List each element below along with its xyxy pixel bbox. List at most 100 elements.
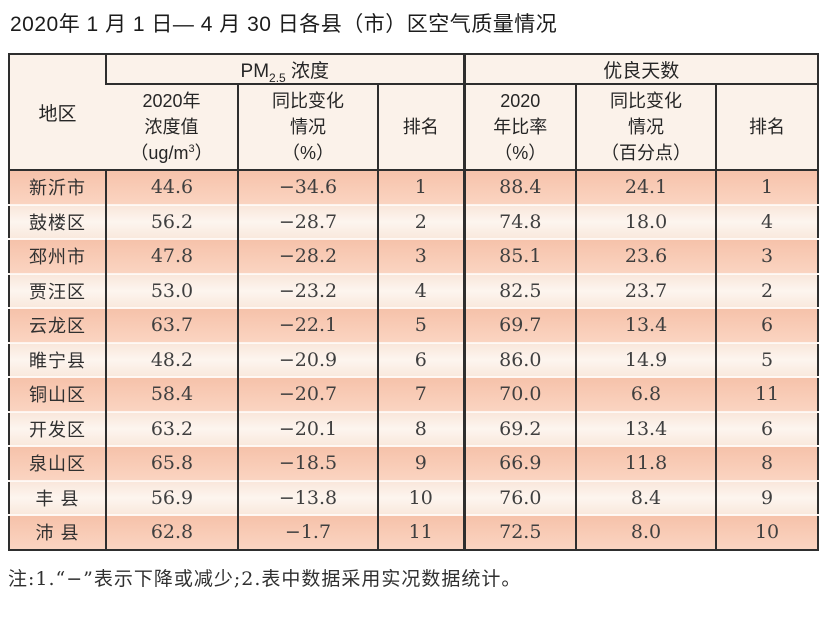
header-pm-value-unit: （ug/m3） <box>106 140 237 166</box>
pm-change-cell: −28.7 <box>237 204 378 239</box>
header-good-days-rank: 排名 <box>715 84 819 171</box>
region-cell: 铜山区 <box>9 377 106 412</box>
header-ratio-change-line1: 同比变化 <box>610 91 683 111</box>
air-quality-table: 地区 PM2.5 浓度 优良天数 2020年 浓度值 （ug/m3） 同比变化 … <box>8 53 820 551</box>
pm25-label-prefix: PM <box>240 60 270 82</box>
table-row: 泉山区 65.8 −18.5 9 66.9 11.8 8 <box>9 446 819 481</box>
pm-rank-cell: 10 <box>376 480 465 515</box>
pm-rank-cell: 5 <box>376 308 465 343</box>
pm-change-cell: −20.9 <box>237 342 378 377</box>
good-days-change-cell: 13.4 <box>575 308 717 343</box>
good-days-rank-cell: 6 <box>715 411 819 446</box>
pm-rank-cell: 2 <box>376 204 465 239</box>
header-ratio-line2: 年比率 <box>493 117 548 137</box>
pm-change-cell: −13.8 <box>237 480 378 515</box>
table-row: 邳州市 47.8 −28.2 3 85.1 23.6 3 <box>9 239 819 274</box>
good-days-rank-cell: 3 <box>715 239 819 274</box>
table-row: 铜山区 58.4 −20.7 7 70.0 6.8 11 <box>9 377 819 412</box>
pm-value-cell: 58.4 <box>105 377 238 412</box>
pm-value-cell: 48.2 <box>105 342 238 377</box>
pm-value-cell: 47.8 <box>105 239 238 274</box>
header-pm-unit-prefix: （ug/m <box>130 143 189 163</box>
good-days-ratio-cell: 86.0 <box>462 342 577 377</box>
good-days-rank-cell: 5 <box>715 342 819 377</box>
pm-value-cell: 62.8 <box>105 515 238 550</box>
pm-change-cell: −20.1 <box>237 411 378 446</box>
good-days-change-cell: 23.6 <box>575 239 717 274</box>
good-days-ratio-cell: 69.7 <box>462 308 577 343</box>
region-cell: 睢宁县 <box>9 342 106 377</box>
header-ratio-change-line3: （百分点） <box>601 143 692 163</box>
pm-rank-cell: 7 <box>376 377 465 412</box>
table-row: 新沂市 44.6 −34.6 1 88.4 24.1 1 <box>9 170 819 205</box>
good-days-change-cell: 14.9 <box>575 342 717 377</box>
header-good-days-ratio: 2020 年比率 （%） <box>462 84 577 171</box>
header-pm-rank: 排名 <box>376 84 465 171</box>
header-pm-value: 2020年 浓度值 （ug/m3） <box>106 84 238 171</box>
header-pm-change: 同比变化 情况 （%） <box>237 84 378 171</box>
header-pm-change-line1: 同比变化 <box>272 91 344 111</box>
region-cell: 丰 县 <box>9 480 106 515</box>
good-days-rank-cell: 11 <box>715 377 819 412</box>
pm-value-cell: 44.6 <box>105 170 238 205</box>
pm-rank-cell: 1 <box>376 170 465 205</box>
good-days-rank-cell: 4 <box>715 204 819 239</box>
pm-rank-cell: 6 <box>376 342 465 377</box>
pm-change-cell: −20.7 <box>237 377 378 412</box>
header-pm-change-line2: 情况 <box>290 117 326 137</box>
good-days-change-cell: 6.8 <box>575 377 717 412</box>
good-days-ratio-cell: 82.5 <box>462 273 577 308</box>
header-pm-value-line1: 2020年 <box>142 91 201 111</box>
pm-value-cell: 56.2 <box>105 204 238 239</box>
pm-value-cell: 53.0 <box>105 273 238 308</box>
header-region: 地区 <box>9 54 106 171</box>
good-days-rank-cell: 10 <box>715 515 819 550</box>
good-days-ratio-cell: 88.4 <box>462 170 577 205</box>
good-days-change-cell: 13.4 <box>575 411 717 446</box>
pm-change-cell: −1.7 <box>237 515 378 550</box>
pm-change-cell: −22.1 <box>237 308 378 343</box>
pm-change-cell: −23.2 <box>237 273 378 308</box>
good-days-ratio-cell: 72.5 <box>462 515 577 550</box>
region-cell: 鼓楼区 <box>9 204 106 239</box>
pm-change-cell: −34.6 <box>237 170 378 205</box>
header-pm-unit-suffix: ） <box>194 143 213 163</box>
table-row: 云龙区 63.7 −22.1 5 69.7 13.4 6 <box>9 308 819 343</box>
good-days-rank-cell: 8 <box>715 446 819 481</box>
table-row: 沛 县 62.8 −1.7 11 72.5 8.0 10 <box>9 515 819 550</box>
group-header-row: 地区 PM2.5 浓度 优良天数 <box>9 54 819 171</box>
good-days-ratio-cell: 74.8 <box>462 204 577 239</box>
pm25-label-subscript: 2.5 <box>269 70 286 85</box>
header-group-good-days: 优良天数 <box>462 54 819 85</box>
region-cell: 云龙区 <box>9 308 106 343</box>
pm-rank-cell: 11 <box>376 515 465 550</box>
table-row: 丰 县 56.9 −13.8 10 76.0 8.4 9 <box>9 480 819 515</box>
good-days-change-cell: 18.0 <box>575 204 717 239</box>
page: 2020年 1 月 1 日— 4 月 30 日各县（市）区空气质量情况 地区 P… <box>0 9 825 591</box>
good-days-change-cell: 23.7 <box>575 273 717 308</box>
table-body: 新沂市 44.6 −34.6 1 88.4 24.1 1 鼓楼区 56.2 −2… <box>9 170 819 550</box>
table-row: 贾汪区 53.0 −23.2 4 82.5 23.7 2 <box>9 273 819 308</box>
good-days-rank-cell: 6 <box>715 308 819 343</box>
table-row: 鼓楼区 56.2 −28.7 2 74.8 18.0 4 <box>9 204 819 239</box>
table-row: 开发区 63.2 −20.1 8 69.2 13.4 6 <box>9 411 819 446</box>
header-ratio-line3: （%） <box>494 143 547 163</box>
good-days-ratio-cell: 66.9 <box>462 446 577 481</box>
pm-value-cell: 63.2 <box>105 411 238 446</box>
region-cell: 泉山区 <box>9 446 106 481</box>
good-days-ratio-cell: 69.2 <box>462 411 577 446</box>
good-days-ratio-cell: 76.0 <box>462 480 577 515</box>
pm-change-cell: −28.2 <box>237 239 378 274</box>
pm25-label-suffix: 浓度 <box>285 60 329 82</box>
pm-change-cell: −18.5 <box>237 446 378 481</box>
good-days-change-cell: 24.1 <box>575 170 717 205</box>
sub-header-row: 2020年 浓度值 （ug/m3） 同比变化 情况 （%） 排名 2020 年比… <box>9 84 819 171</box>
region-cell: 开发区 <box>9 411 106 446</box>
good-days-change-cell: 8.4 <box>575 480 717 515</box>
table-row: 睢宁县 48.2 −20.9 6 86.0 14.9 5 <box>9 342 819 377</box>
pm-value-cell: 65.8 <box>105 446 238 481</box>
good-days-change-cell: 11.8 <box>575 446 717 481</box>
pm-rank-cell: 9 <box>376 446 465 481</box>
header-group-pm25: PM2.5 浓度 <box>104 54 465 85</box>
page-title: 2020年 1 月 1 日— 4 月 30 日各县（市）区空气质量情况 <box>10 13 558 36</box>
